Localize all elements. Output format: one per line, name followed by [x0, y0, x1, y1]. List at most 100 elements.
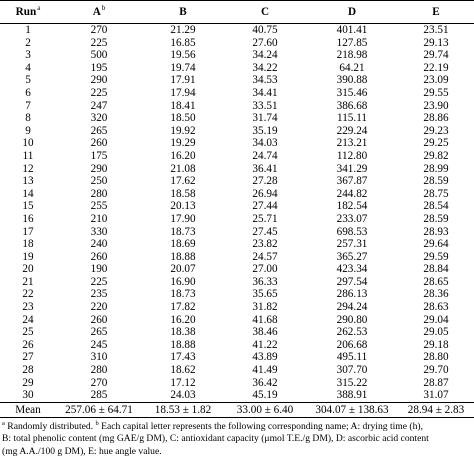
table-cell: 23.82	[252, 238, 278, 251]
run-number-cell: 7	[25, 99, 31, 112]
run-number-cell: 12	[22, 162, 34, 175]
table-cell: 26.94	[252, 187, 278, 200]
table-cell: 28.36	[423, 288, 449, 301]
table-cell: 341.29	[336, 162, 368, 175]
header-row: Runa Ab B C D E	[0, 0, 474, 24]
table-cell: 31.07	[423, 389, 449, 402]
table-cell: 206.68	[336, 338, 368, 351]
run-number-cell: 18	[22, 238, 34, 251]
header-b: B	[142, 0, 224, 24]
table-row: 5 290 17.91 34.53 390.88 23.09	[0, 74, 474, 87]
run-number-cell: 27	[22, 351, 34, 364]
table-cell: 115.11	[337, 112, 367, 125]
table-cell: 265	[90, 124, 108, 137]
run-number-cell: 3	[25, 49, 31, 62]
table-row: 1 270 21.29 40.75 401.41 23.51	[0, 24, 474, 37]
table-cell: 64.21	[339, 61, 365, 74]
table-cell: 18.41	[170, 99, 196, 112]
table-row: 10 260 19.29 34.03 213.21 29.25	[0, 137, 474, 150]
table-cell: 330	[90, 225, 108, 238]
header-d-label: D	[347, 5, 357, 18]
table-cell: 25.71	[252, 212, 278, 225]
table-cell: 18.62	[170, 364, 196, 377]
table-cell: 40.75	[252, 24, 278, 36]
table-row: 9 265 19.92 35.19 229.24 29.23	[0, 125, 474, 138]
table-cell: 38.46	[252, 326, 278, 339]
table-row: 27 310 17.43 43.89 495.11 28.80	[0, 351, 474, 364]
table-cell: 18.73	[170, 225, 196, 238]
table-cell: 17.94	[170, 86, 196, 99]
table-cell: 27.45	[252, 225, 278, 238]
table-row: 19 260 18.88 24.57 365.27 29.59	[0, 251, 474, 264]
run-number-cell: 30	[22, 389, 34, 402]
table-footnotes: a Randomly distributed. b Each capital l…	[2, 420, 472, 458]
table-cell: 28.84	[423, 263, 449, 276]
table-cell: 16.20	[170, 149, 196, 162]
table-cell: 18.73	[170, 288, 196, 301]
run-number-cell: 16	[22, 212, 34, 225]
table-cell: 245	[90, 338, 108, 351]
table-cell: 390.88	[336, 74, 368, 87]
table-cell: 29.05	[423, 326, 449, 339]
table-row: 11 175 16.20 24.74 112.80 29.82	[0, 150, 474, 163]
table-cell: 34.22	[252, 61, 278, 74]
run-number-cell: 6	[25, 86, 31, 99]
header-run-label: Run	[15, 5, 37, 18]
table-row: 14 280 18.58 26.94 244.82 28.75	[0, 188, 474, 201]
table-row: 20 190 20.07 27.00 423.34 28.84	[0, 263, 474, 276]
table-row: 16 210 17.90 25.71 233.07 28.59	[0, 213, 474, 226]
header-e-label: E	[432, 5, 440, 18]
table-cell: 28.54	[423, 200, 449, 213]
table-cell: 386.68	[336, 99, 368, 112]
table-row: 6 225 17.94 34.41 315.46 29.55	[0, 87, 474, 100]
table-cell: 24.57	[252, 250, 278, 263]
table-cell: 28.63	[423, 301, 449, 314]
table-cell: 320	[90, 112, 108, 125]
table-cell: 290	[90, 74, 108, 87]
table-cell: 29.59	[423, 250, 449, 263]
table-cell: 244.82	[336, 187, 368, 200]
table-row: 3 500 19.56 34.24 218.98 29.74	[0, 49, 474, 62]
table-cell: 229.24	[336, 124, 368, 137]
table-cell: 255	[90, 200, 108, 213]
table-cell: 35.19	[252, 124, 278, 137]
table-cell: 423.34	[336, 263, 368, 276]
table-cell: 280	[90, 364, 108, 377]
table-cell: 45.19	[252, 389, 278, 402]
run-number-cell: 1	[25, 24, 31, 36]
table-cell: 28.87	[423, 376, 449, 389]
table-cell: 35.65	[252, 288, 278, 301]
table-cell: 34.41	[252, 86, 278, 99]
table-row: 29 270 17.12 36.42 315.22 28.87	[0, 377, 474, 390]
table-row: 18 240 18.69 23.82 257.31 29.64	[0, 238, 474, 251]
table-cell: 28.59	[423, 212, 449, 225]
table-cell: 43.89	[252, 351, 278, 364]
table-row: 4 195 19.74 34.22 64.21 22.19	[0, 62, 474, 75]
table-body: 1 270 21.29 40.75 401.41 23.51 2 225 16.85 27.60 1…	[0, 24, 474, 403]
table-cell: 29.55	[423, 86, 449, 99]
table-cell: 365.27	[336, 250, 368, 263]
header-a-label: A	[92, 5, 101, 18]
header-a: Ab	[56, 0, 142, 24]
table-row: 8 320 18.50 31.74 115.11 28.86	[0, 112, 474, 125]
table-cell: 112.80	[336, 149, 368, 162]
table-cell: 182.54	[336, 200, 368, 213]
table-cell: 28.65	[423, 275, 449, 288]
table-cell: 17.90	[170, 212, 196, 225]
table-cell: 270	[90, 376, 108, 389]
table-cell: 233.07	[336, 212, 368, 225]
mean-row: Mean 257.06 ± 64.71 18.53 ± 1.82 33.00 ±…	[0, 401, 474, 418]
table-cell: 225	[90, 275, 108, 288]
table-row: 2 225 16.85 27.60 127.85 29.13	[0, 37, 474, 50]
table-cell: 285	[90, 389, 108, 402]
table-cell: 28.59	[423, 175, 449, 188]
table-cell: 36.41	[252, 162, 278, 175]
table-cell: 257.31	[336, 238, 368, 251]
table-row: 13 250 17.62 27.28 367.87 28.59	[0, 175, 474, 188]
table-cell: 698.53	[336, 225, 368, 238]
table-cell: 315.46	[336, 86, 368, 99]
run-number-cell: 5	[25, 74, 31, 87]
table-cell: 23.51	[423, 24, 449, 36]
table-cell: 36.33	[252, 275, 278, 288]
